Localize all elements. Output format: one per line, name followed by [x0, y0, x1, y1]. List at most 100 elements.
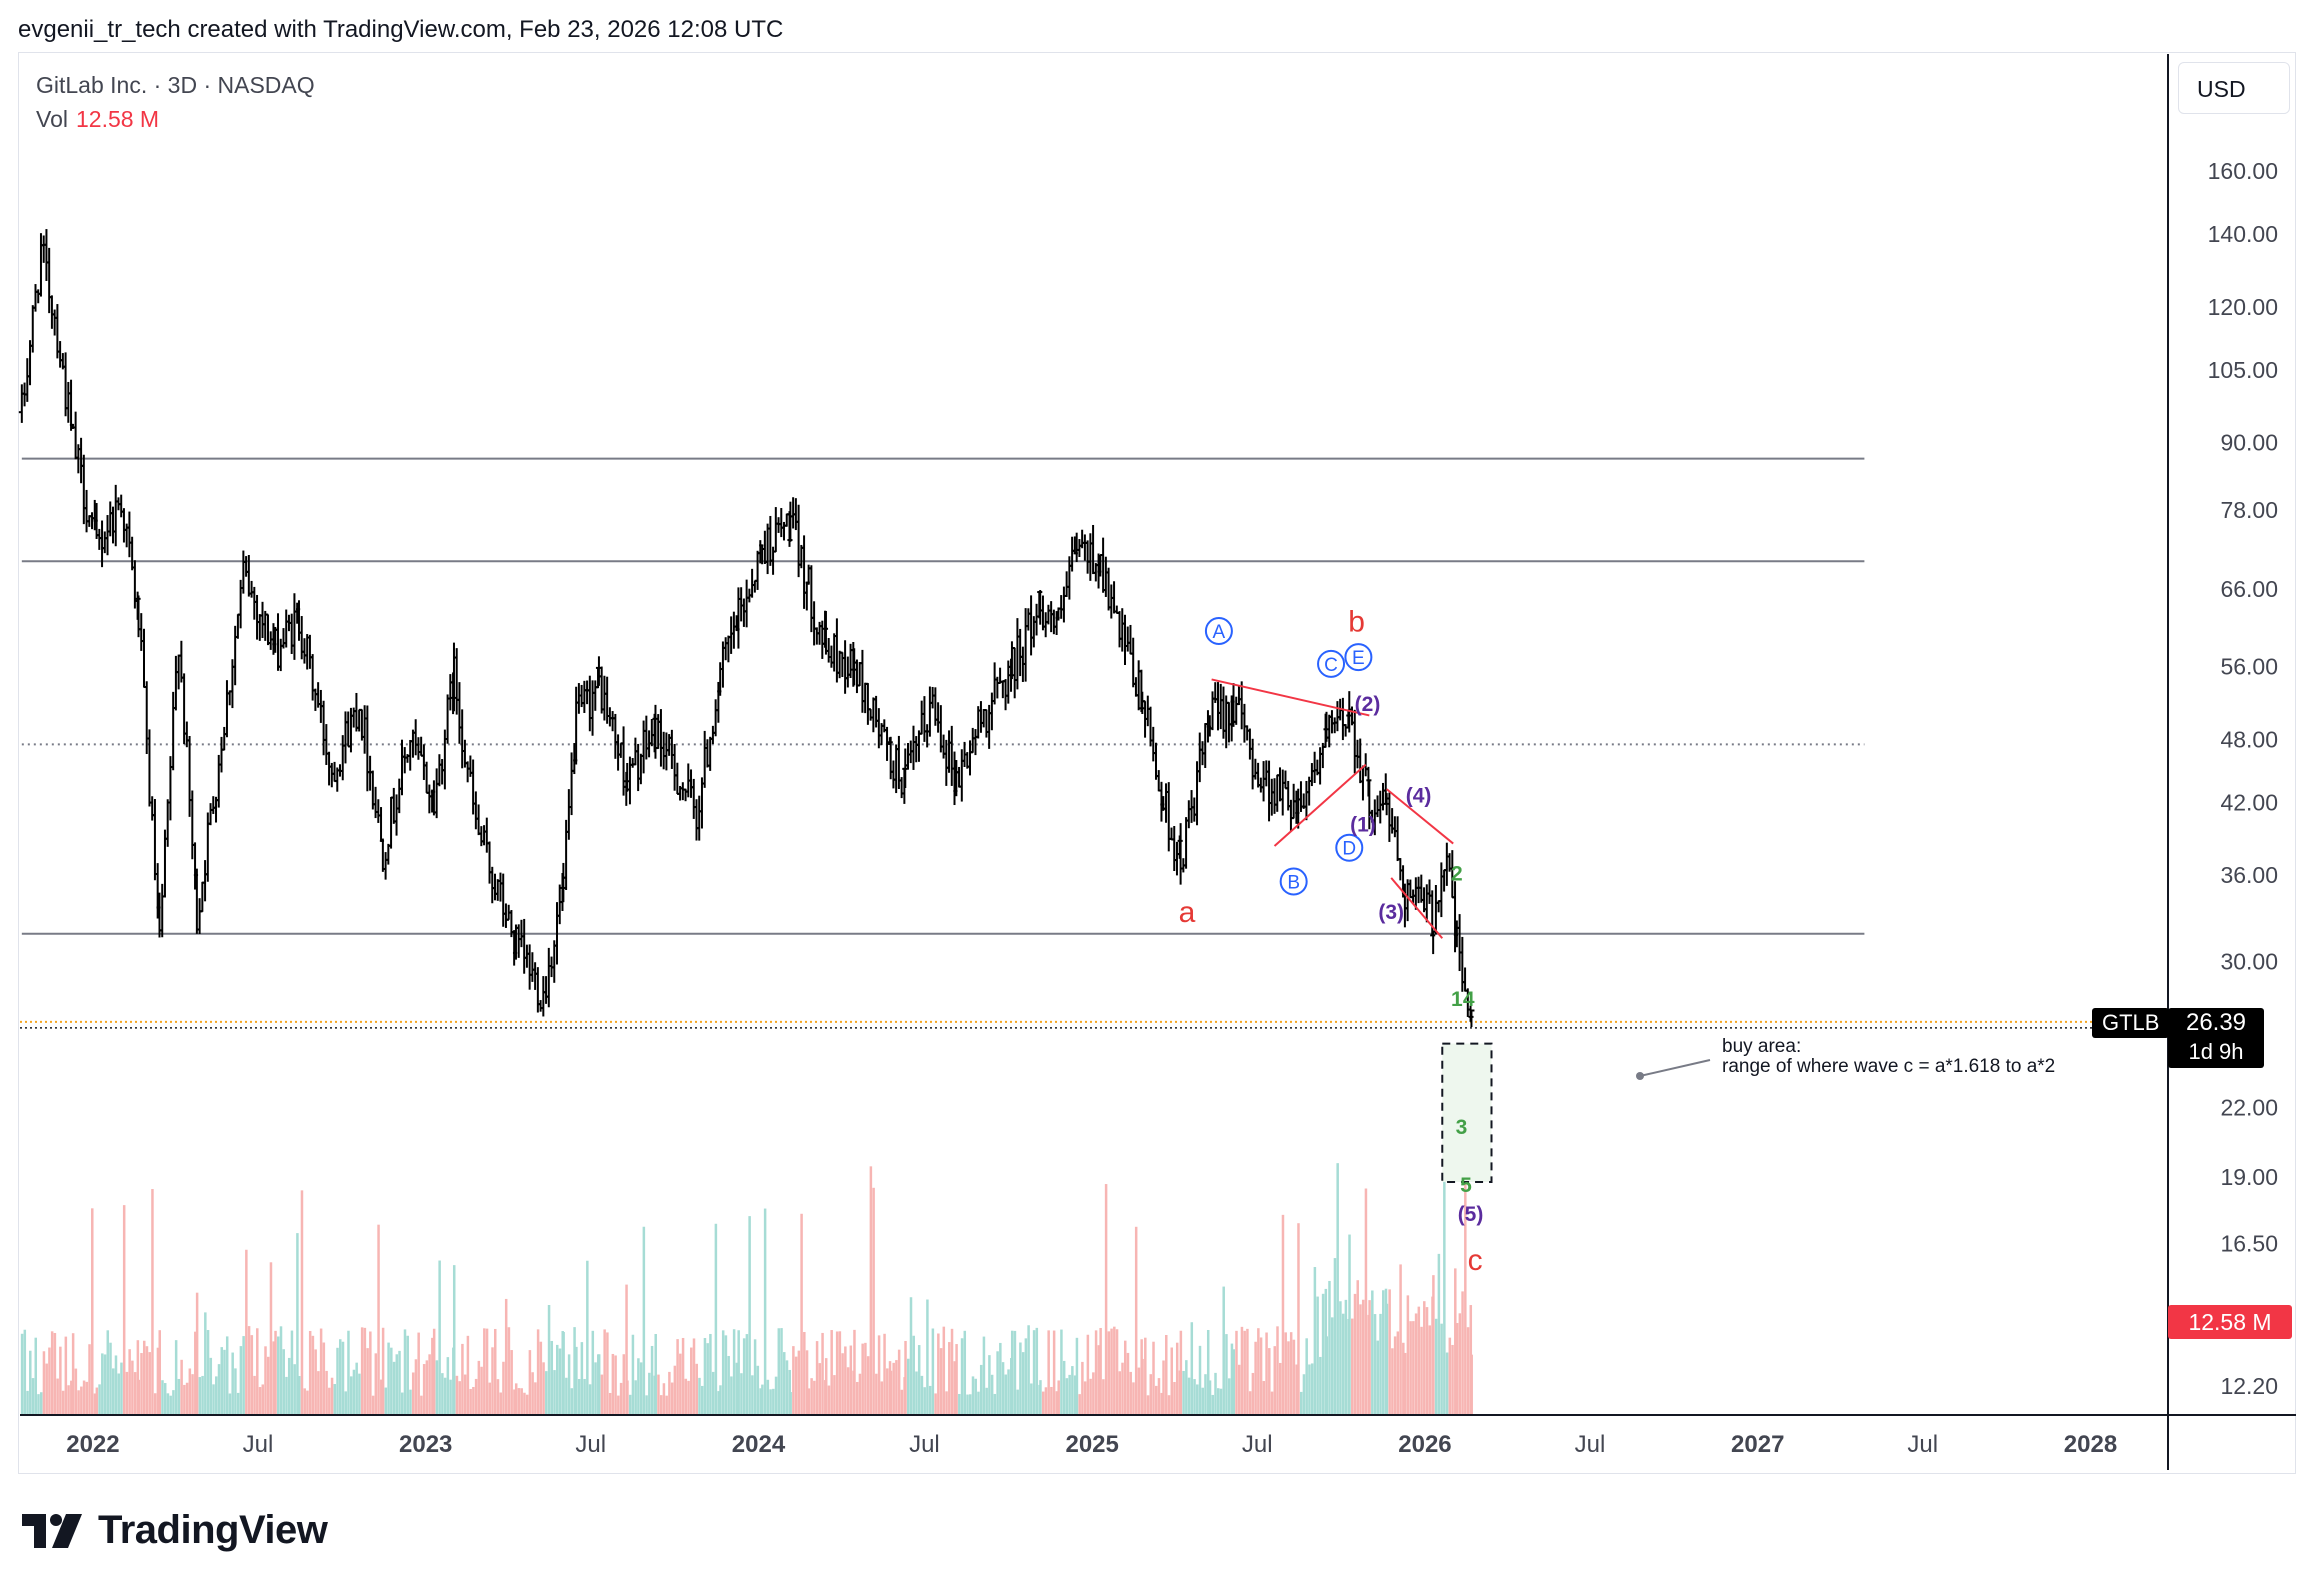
volume-bar — [1041, 1391, 1045, 1414]
volume-bar — [883, 1333, 886, 1414]
volume-bar — [650, 1345, 654, 1414]
volume-bar — [657, 1374, 660, 1414]
volume-bar — [48, 1347, 51, 1414]
volume-bar — [1299, 1391, 1303, 1414]
volume-bar — [979, 1364, 983, 1414]
volume-bar — [1417, 1306, 1421, 1414]
annotation-line-1: buy area: — [1722, 1036, 1801, 1057]
volume-bar — [875, 1373, 878, 1414]
volume-bar — [109, 1342, 112, 1414]
price-tick-label: 19.00 — [2220, 1164, 2278, 1190]
volume-bar — [452, 1265, 456, 1414]
volume-bar — [855, 1381, 859, 1414]
trendline[interactable] — [1211, 678, 1370, 717]
volume-bar — [1052, 1330, 1056, 1414]
volume-bar — [594, 1362, 597, 1414]
volume-bar — [446, 1357, 450, 1414]
volume-bar — [945, 1391, 948, 1414]
volume-bar — [864, 1342, 867, 1414]
volume-legend[interactable]: Vol 12.58 M — [36, 106, 159, 133]
volume-bar — [824, 1358, 828, 1414]
trendline[interactable] — [1386, 788, 1454, 845]
volume-bar — [111, 1368, 115, 1414]
volume-bar — [1268, 1348, 1271, 1414]
volume-bar — [1099, 1327, 1102, 1414]
volume-bar — [466, 1335, 470, 1414]
volume-bar — [648, 1372, 651, 1414]
volume-bar — [662, 1383, 666, 1414]
price-tick-label: 36.00 — [2220, 862, 2278, 888]
volume-bar — [380, 1379, 383, 1414]
volume-bar — [1464, 1178, 1467, 1414]
volume-bar — [586, 1260, 589, 1414]
volume-bar — [34, 1337, 37, 1414]
wave-label: (2) — [1355, 693, 1381, 716]
brand-footer[interactable]: TradingView — [22, 1508, 328, 1553]
volume-bar — [282, 1349, 285, 1414]
volume-bar — [1333, 1258, 1337, 1414]
volume-bar — [82, 1380, 86, 1414]
volume-bar — [676, 1339, 679, 1414]
volume-bar — [772, 1388, 775, 1414]
volume-bar — [866, 1356, 870, 1414]
volume-bar — [966, 1394, 969, 1414]
volume-bar — [580, 1342, 584, 1414]
currency-button[interactable]: USD — [2178, 62, 2290, 114]
wave-label: C — [1324, 655, 1338, 676]
buy-area-box[interactable] — [1441, 1042, 1493, 1183]
volume-bar — [642, 1226, 646, 1414]
volume-bar — [45, 1363, 48, 1414]
volume-bar — [1146, 1395, 1150, 1414]
volume-bar — [1198, 1345, 1202, 1414]
volume-bar — [1445, 1352, 1449, 1414]
volume-bar — [1321, 1293, 1325, 1414]
trendline[interactable] — [1273, 763, 1367, 847]
volume-bar — [1004, 1374, 1008, 1414]
volume-bar — [201, 1375, 204, 1414]
price-tick-label: 56.00 — [2220, 654, 2278, 680]
volume-bar — [236, 1392, 240, 1414]
volume-bar — [1262, 1381, 1266, 1414]
volume-bars — [20, 1163, 1473, 1414]
volume-bar — [1030, 1383, 1033, 1414]
volume-bar — [703, 1338, 707, 1414]
volume-bar — [1458, 1313, 1462, 1414]
volume-bar — [619, 1382, 623, 1414]
volume-bar — [783, 1352, 786, 1414]
volume-bar — [614, 1355, 617, 1414]
volume-bar — [1175, 1342, 1179, 1414]
volume-bar — [1443, 1165, 1446, 1414]
trendline[interactable] — [1390, 877, 1444, 939]
volume-bar — [1157, 1378, 1161, 1414]
volume-bar — [23, 1329, 27, 1414]
volume-bar — [1448, 1337, 1452, 1414]
symbol-legend[interactable]: GitLab Inc. · 3D · NASDAQ — [36, 72, 315, 98]
volume-bar — [204, 1312, 207, 1414]
volume-bar — [1144, 1337, 1147, 1414]
volume-bar — [133, 1372, 137, 1414]
time-tick-label: 2027 — [1731, 1431, 1784, 1458]
volume-bar — [892, 1362, 895, 1414]
volume-bar — [1396, 1331, 1400, 1414]
volume-bar — [1328, 1280, 1331, 1414]
volume-bar — [1391, 1348, 1394, 1414]
volume-bar — [735, 1362, 739, 1414]
volume-bar — [1440, 1323, 1443, 1414]
volume-bar — [1325, 1336, 1328, 1414]
volume-bar — [507, 1327, 511, 1414]
volume-bar — [553, 1370, 556, 1414]
volume-bar — [425, 1360, 429, 1414]
volume-bar — [639, 1362, 643, 1414]
volume-bar — [745, 1334, 749, 1414]
volume-bar — [1246, 1328, 1249, 1414]
volume-bar — [245, 1249, 248, 1414]
volume-bar — [369, 1331, 372, 1414]
volume-bar — [625, 1284, 628, 1414]
volume-bar — [692, 1338, 696, 1414]
volume-bar — [395, 1354, 399, 1414]
volume-bar — [833, 1375, 836, 1414]
time-tick-label: 2025 — [1065, 1431, 1118, 1458]
volume-bar — [1027, 1325, 1030, 1414]
volume-bar — [751, 1375, 754, 1414]
